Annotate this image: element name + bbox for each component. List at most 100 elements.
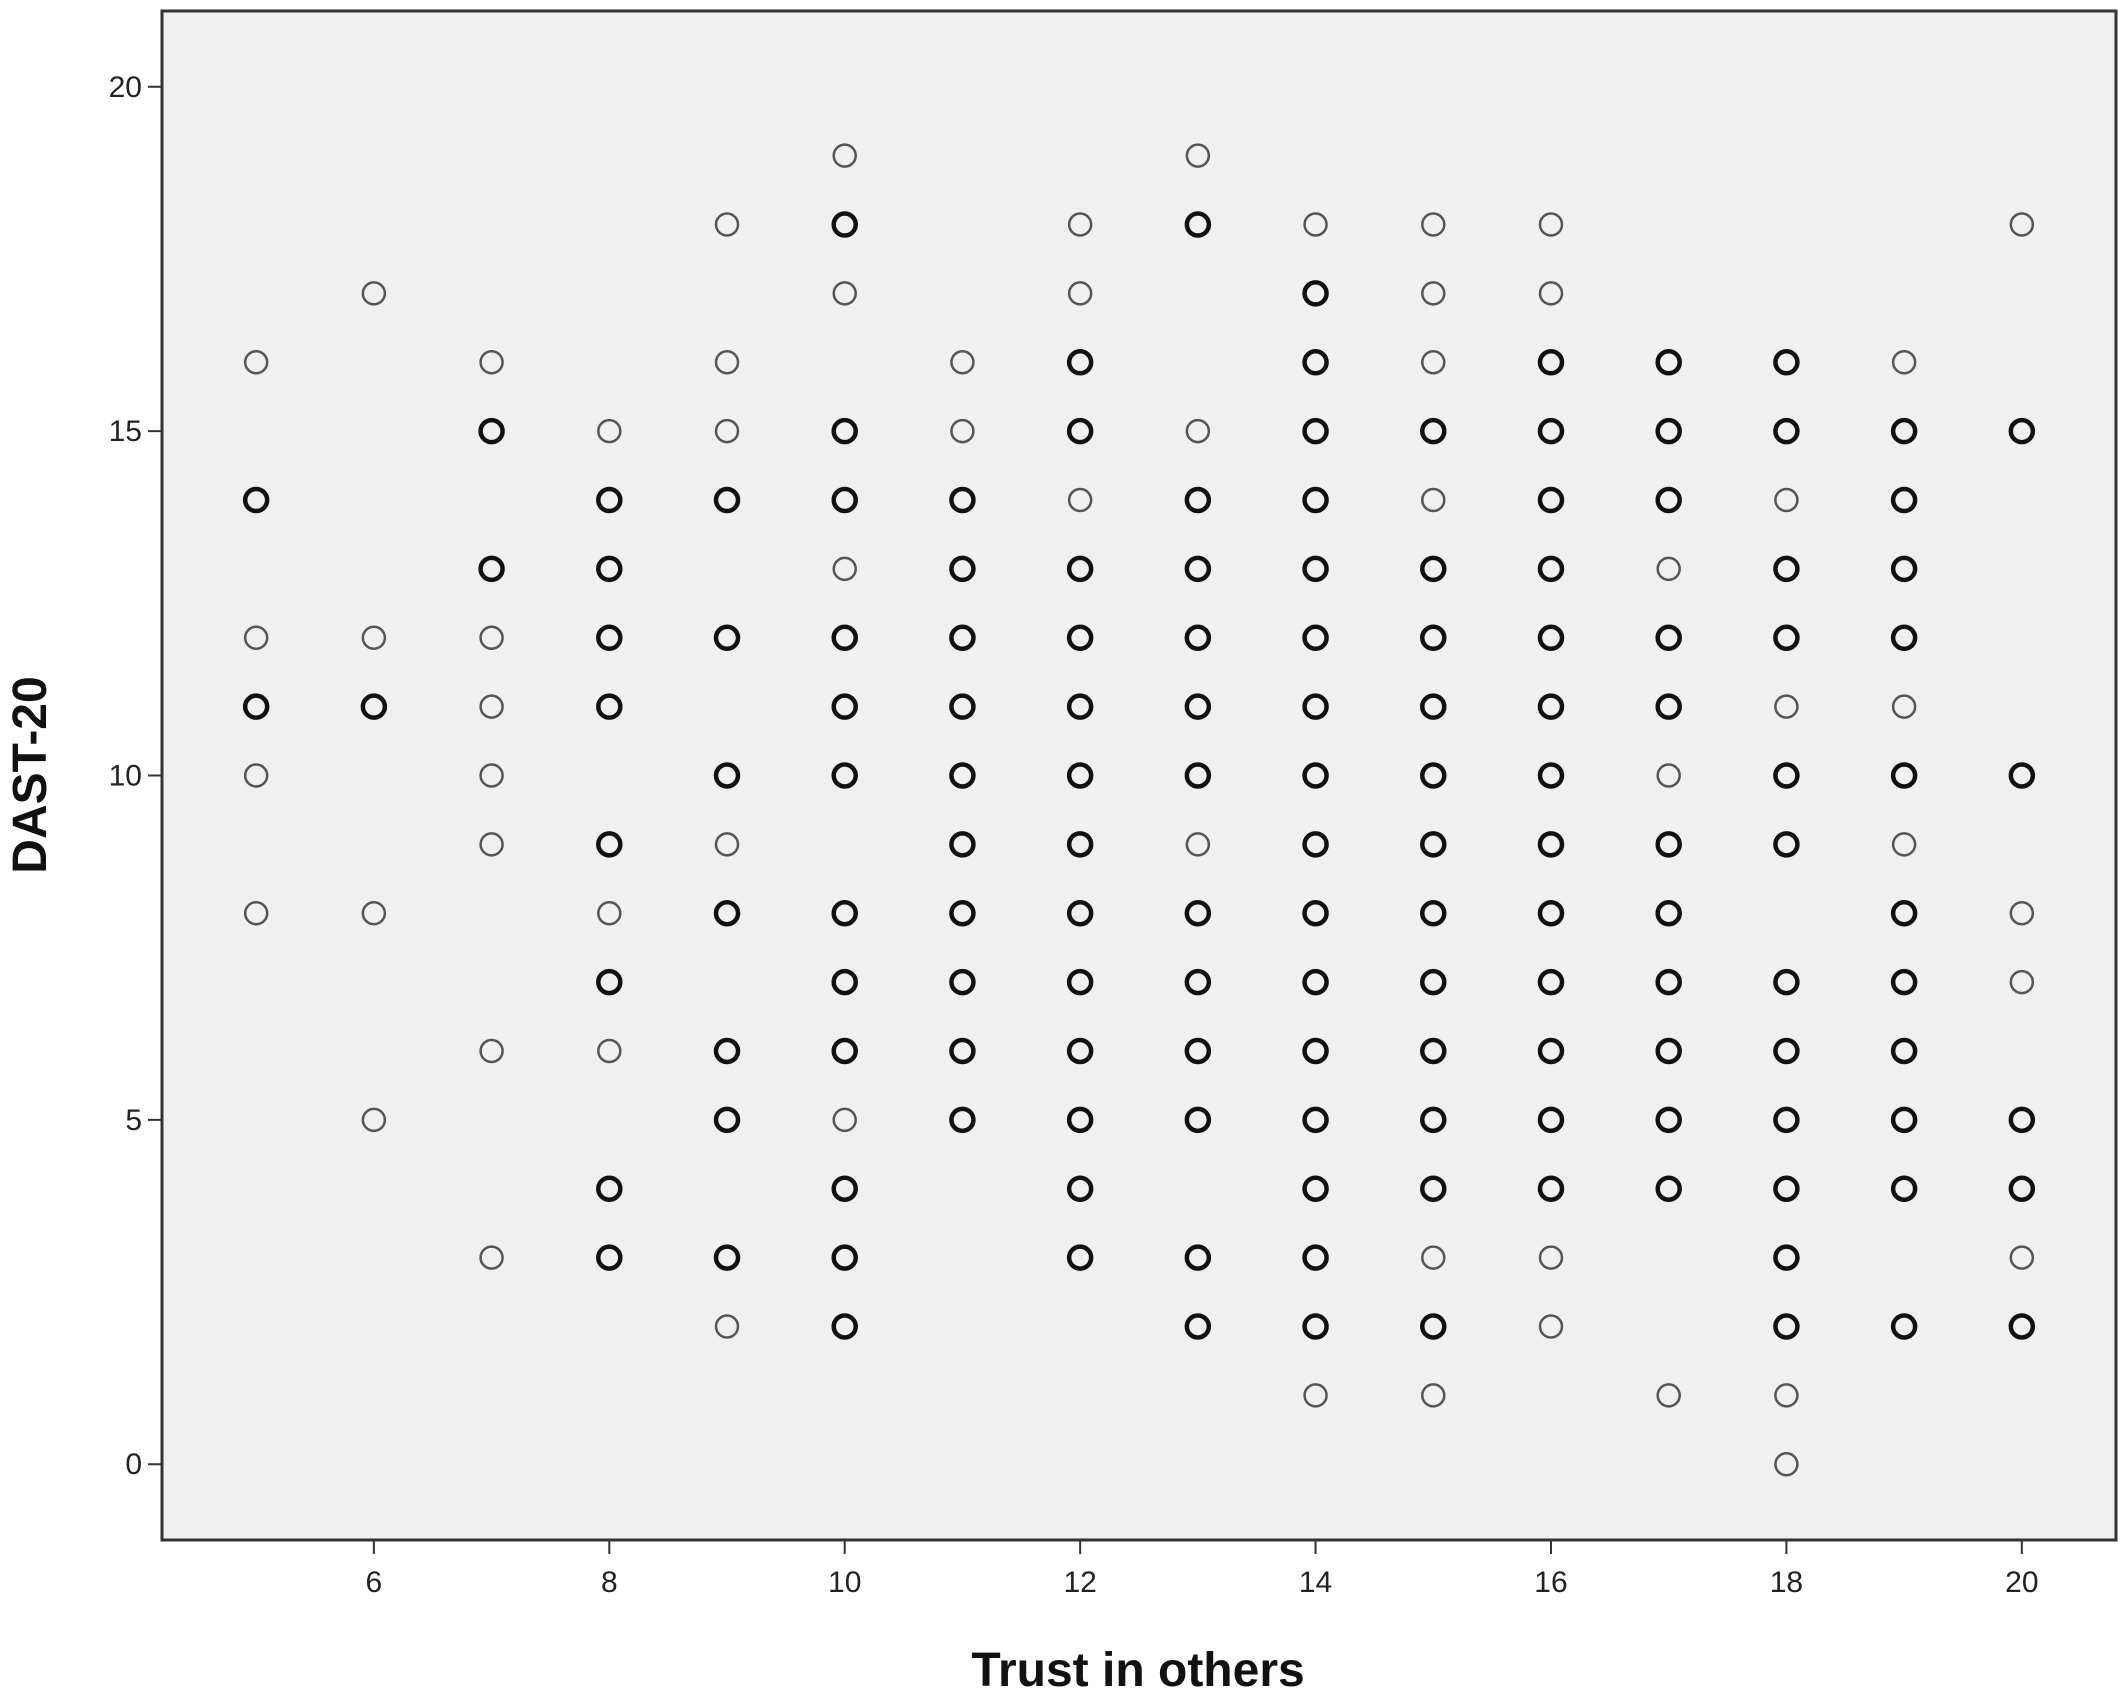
data-point [1773, 968, 1800, 996]
data-point [1302, 831, 1329, 858]
data-point [950, 350, 975, 375]
data-point [1655, 1106, 1682, 1134]
data-point [1302, 1037, 1329, 1065]
data-point [1184, 968, 1212, 996]
data-point [597, 1038, 622, 1064]
x-tick-label: 20 [2005, 1566, 2038, 1599]
data-point [1420, 417, 1447, 445]
data-point [949, 899, 976, 927]
y-axis-title: DAST-20 [4, 676, 57, 873]
data-point [1420, 831, 1447, 858]
x-tick-label: 12 [1063, 1566, 1096, 1599]
data-point [1184, 1037, 1212, 1065]
data-point [714, 418, 740, 444]
data-point [1655, 486, 1682, 514]
data-point [596, 693, 623, 720]
data-point [1421, 1245, 1446, 1270]
data-point [596, 1244, 623, 1271]
data-point [1066, 555, 1094, 583]
data-point [949, 486, 976, 514]
data-point [1890, 1037, 1918, 1065]
data-point [1774, 694, 1799, 719]
data-point [1184, 211, 1212, 238]
data-point [1184, 762, 1212, 789]
data-point [1890, 762, 1918, 789]
data-point [596, 486, 623, 514]
data-point [596, 555, 623, 583]
data-point [1537, 1175, 1565, 1202]
data-point [1420, 555, 1447, 583]
data-point [1420, 762, 1447, 789]
data-point [1302, 693, 1329, 720]
data-point [1302, 762, 1329, 789]
data-point [242, 693, 270, 720]
data-point [479, 832, 504, 857]
data-point [1773, 1106, 1800, 1134]
data-point [1655, 693, 1682, 720]
data-point [1302, 280, 1329, 307]
data-point [1655, 349, 1682, 376]
data-point [1066, 624, 1094, 652]
data-point [1537, 349, 1565, 376]
data-point [1656, 763, 1681, 788]
data-point [2008, 1106, 2036, 1134]
y-tick-label: 10 [109, 760, 142, 793]
data-point [714, 832, 740, 857]
data-point [361, 900, 387, 926]
data-point [1890, 899, 1918, 927]
data-point [478, 555, 505, 583]
data-point [1066, 968, 1094, 996]
data-point [1655, 899, 1682, 927]
data-point [1773, 762, 1800, 789]
data-point [2009, 1245, 2035, 1270]
data-point [1890, 555, 1918, 583]
data-point [1538, 212, 1564, 237]
data-point [1302, 555, 1329, 583]
y-tick-label: 20 [109, 71, 142, 104]
data-point [479, 1245, 504, 1270]
data-point [1184, 899, 1212, 927]
data-point [1890, 417, 1918, 445]
x-tick-label: 16 [1534, 1566, 1567, 1599]
data-point [1773, 349, 1800, 376]
data-point [478, 417, 505, 445]
data-point [1773, 831, 1800, 858]
data-point [1538, 281, 1564, 306]
data-point [831, 624, 858, 652]
data-point [1302, 1244, 1329, 1271]
data-point [1302, 349, 1329, 376]
data-point [1774, 1383, 1799, 1408]
data-point [1066, 762, 1094, 789]
data-point [243, 900, 269, 926]
data-point [831, 968, 858, 996]
data-point [1302, 624, 1329, 652]
y-tick-label: 15 [109, 415, 142, 448]
data-point [2009, 969, 2035, 995]
data-point [1773, 417, 1800, 445]
data-point [1302, 1313, 1329, 1340]
data-point [950, 418, 975, 444]
data-point [1655, 968, 1682, 996]
data-point [1538, 1314, 1564, 1339]
data-point [2008, 417, 2036, 445]
data-point [242, 486, 270, 514]
data-point [1067, 281, 1093, 306]
plot-area [160, 9, 2118, 1542]
data-point [1773, 1244, 1800, 1271]
data-point [1891, 832, 1917, 857]
data-point [1537, 693, 1565, 720]
data-point [1537, 417, 1565, 445]
data-point [1066, 899, 1094, 927]
data-point [1890, 1313, 1918, 1340]
data-point [1890, 968, 1918, 996]
data-point [831, 693, 858, 720]
data-point [831, 1037, 858, 1065]
data-point [1420, 1106, 1447, 1134]
data-point [949, 693, 976, 720]
x-axis-title: Trust in others [971, 1644, 1304, 1697]
data-point [1420, 693, 1447, 720]
data-point [1302, 1175, 1329, 1202]
data-point [713, 1037, 741, 1065]
data-point [1537, 831, 1565, 858]
